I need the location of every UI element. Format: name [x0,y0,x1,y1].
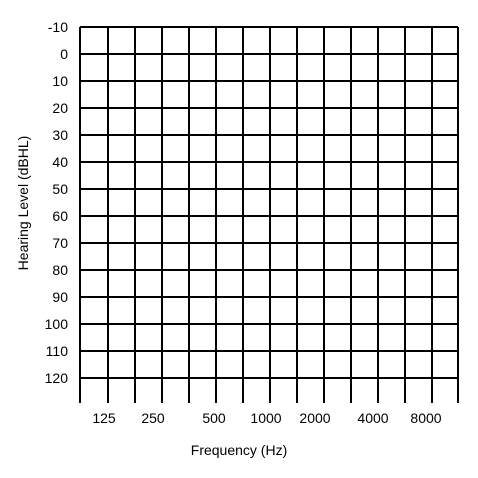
y-tick-label: 120 [45,370,69,386]
y-tick-label: 110 [46,343,69,359]
y-tick-label: 90 [52,289,68,305]
y-tick-label: 80 [52,262,68,278]
y-tick-label: 10 [52,73,68,89]
y-tick-label: 100 [45,316,69,332]
y-tick-label: 70 [52,235,68,251]
x-tick-label: 4000 [357,410,388,426]
y-axis-tick-labels: -10 0 10 20 30 40 50 60 70 80 90 100 110 120 [45,19,69,386]
y-tick-label: 50 [52,181,68,197]
x-axis-tick-labels: 125 250 500 1000 2000 4000 8000 [92,410,441,426]
y-tick-label: 40 [52,154,68,170]
y-tick-label: 60 [52,208,68,224]
y-tick-label: 0 [60,46,68,62]
x-tick-label: 2000 [299,410,330,426]
y-tick-label: 20 [52,100,68,116]
x-tick-label: 1000 [250,410,281,426]
x-axis-title: Frequency (Hz) [191,442,287,458]
x-tick-label: 8000 [410,410,441,426]
y-tick-label: 30 [52,127,68,143]
x-tick-label: 125 [92,410,116,426]
x-tick-label: 500 [202,410,226,426]
y-tick-label: -10 [48,19,68,35]
y-axis-title: Hearing Level (dBHL) [15,136,31,271]
x-tick-label: 250 [141,410,165,426]
horizontal-grid-lines [80,26,458,379]
